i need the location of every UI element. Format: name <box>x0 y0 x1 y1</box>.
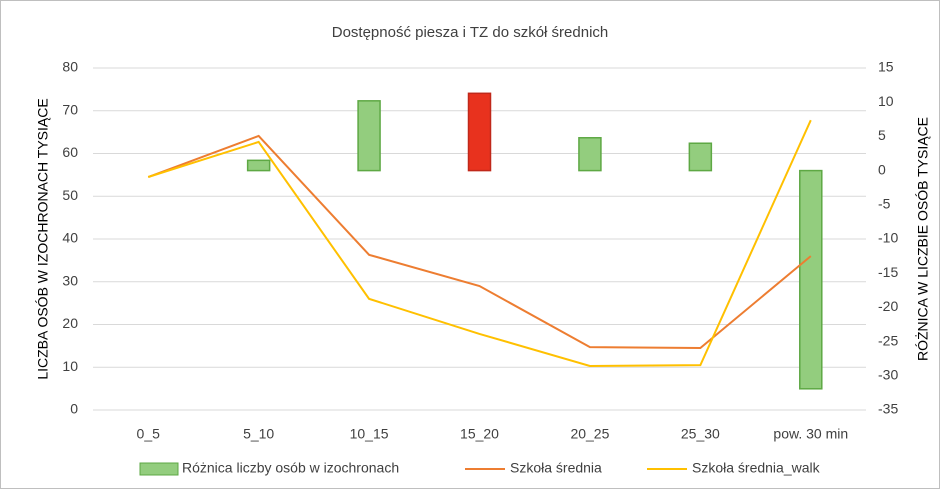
x-tick-label: 10_15 <box>350 426 389 442</box>
y-tick-label: 10 <box>62 358 78 374</box>
y2-tick-label: -10 <box>878 230 898 246</box>
y2-tick-label: 0 <box>878 161 886 177</box>
x-tick-label: 5_10 <box>243 426 274 442</box>
bar <box>688 142 713 172</box>
y2-tick-label: -35 <box>878 401 898 417</box>
y2-tick-label: -30 <box>878 367 898 383</box>
legend-label: Różnica liczby osób w izochronach <box>182 460 399 476</box>
y2-axis-label: RÓŻNICA W LICZBIE OSÓB TYSIĄCE <box>914 117 931 361</box>
bar <box>467 92 492 172</box>
y2-tick-label: 15 <box>878 59 894 75</box>
y2-tick-label: -25 <box>878 332 898 348</box>
x-tick-label: pow. 30 min <box>773 426 848 442</box>
line <box>147 134 812 350</box>
y2-tick-label: -20 <box>878 298 898 314</box>
chart-title: Dostępność piesza i TZ do szkół średnich <box>332 24 609 41</box>
y2-tick-label: 5 <box>878 127 886 143</box>
y2-tick-label: -5 <box>878 196 891 212</box>
y2-tick-label: -15 <box>878 264 898 280</box>
y-tick-label: 30 <box>62 272 78 288</box>
legend-label: Szkoła średnia_walk <box>692 460 821 476</box>
y-tick-label: 0 <box>70 401 78 417</box>
bar <box>799 169 823 390</box>
line <box>147 119 812 367</box>
y-axis-label: LICZBA OSÓB W IZOCHRONACH TYSIĄCE <box>35 98 51 379</box>
y-tick-label: 40 <box>62 230 78 246</box>
legend-label: Szkoła średnia <box>510 460 602 476</box>
y-tick-label: 60 <box>62 144 78 160</box>
bar <box>246 159 271 172</box>
y-tick-label: 50 <box>62 187 78 203</box>
legend-swatch <box>139 462 179 476</box>
bar <box>578 137 602 172</box>
y-tick-label: 20 <box>62 315 78 331</box>
bar <box>357 100 381 172</box>
x-tick-label: 20_25 <box>570 426 609 442</box>
y-tick-label: 80 <box>62 59 78 75</box>
y2-tick-label: 10 <box>878 93 894 109</box>
x-tick-label: 0_5 <box>137 426 161 442</box>
y-tick-label: 70 <box>62 101 78 117</box>
x-tick-label: 25_30 <box>681 426 720 442</box>
x-tick-label: 15_20 <box>460 426 499 442</box>
